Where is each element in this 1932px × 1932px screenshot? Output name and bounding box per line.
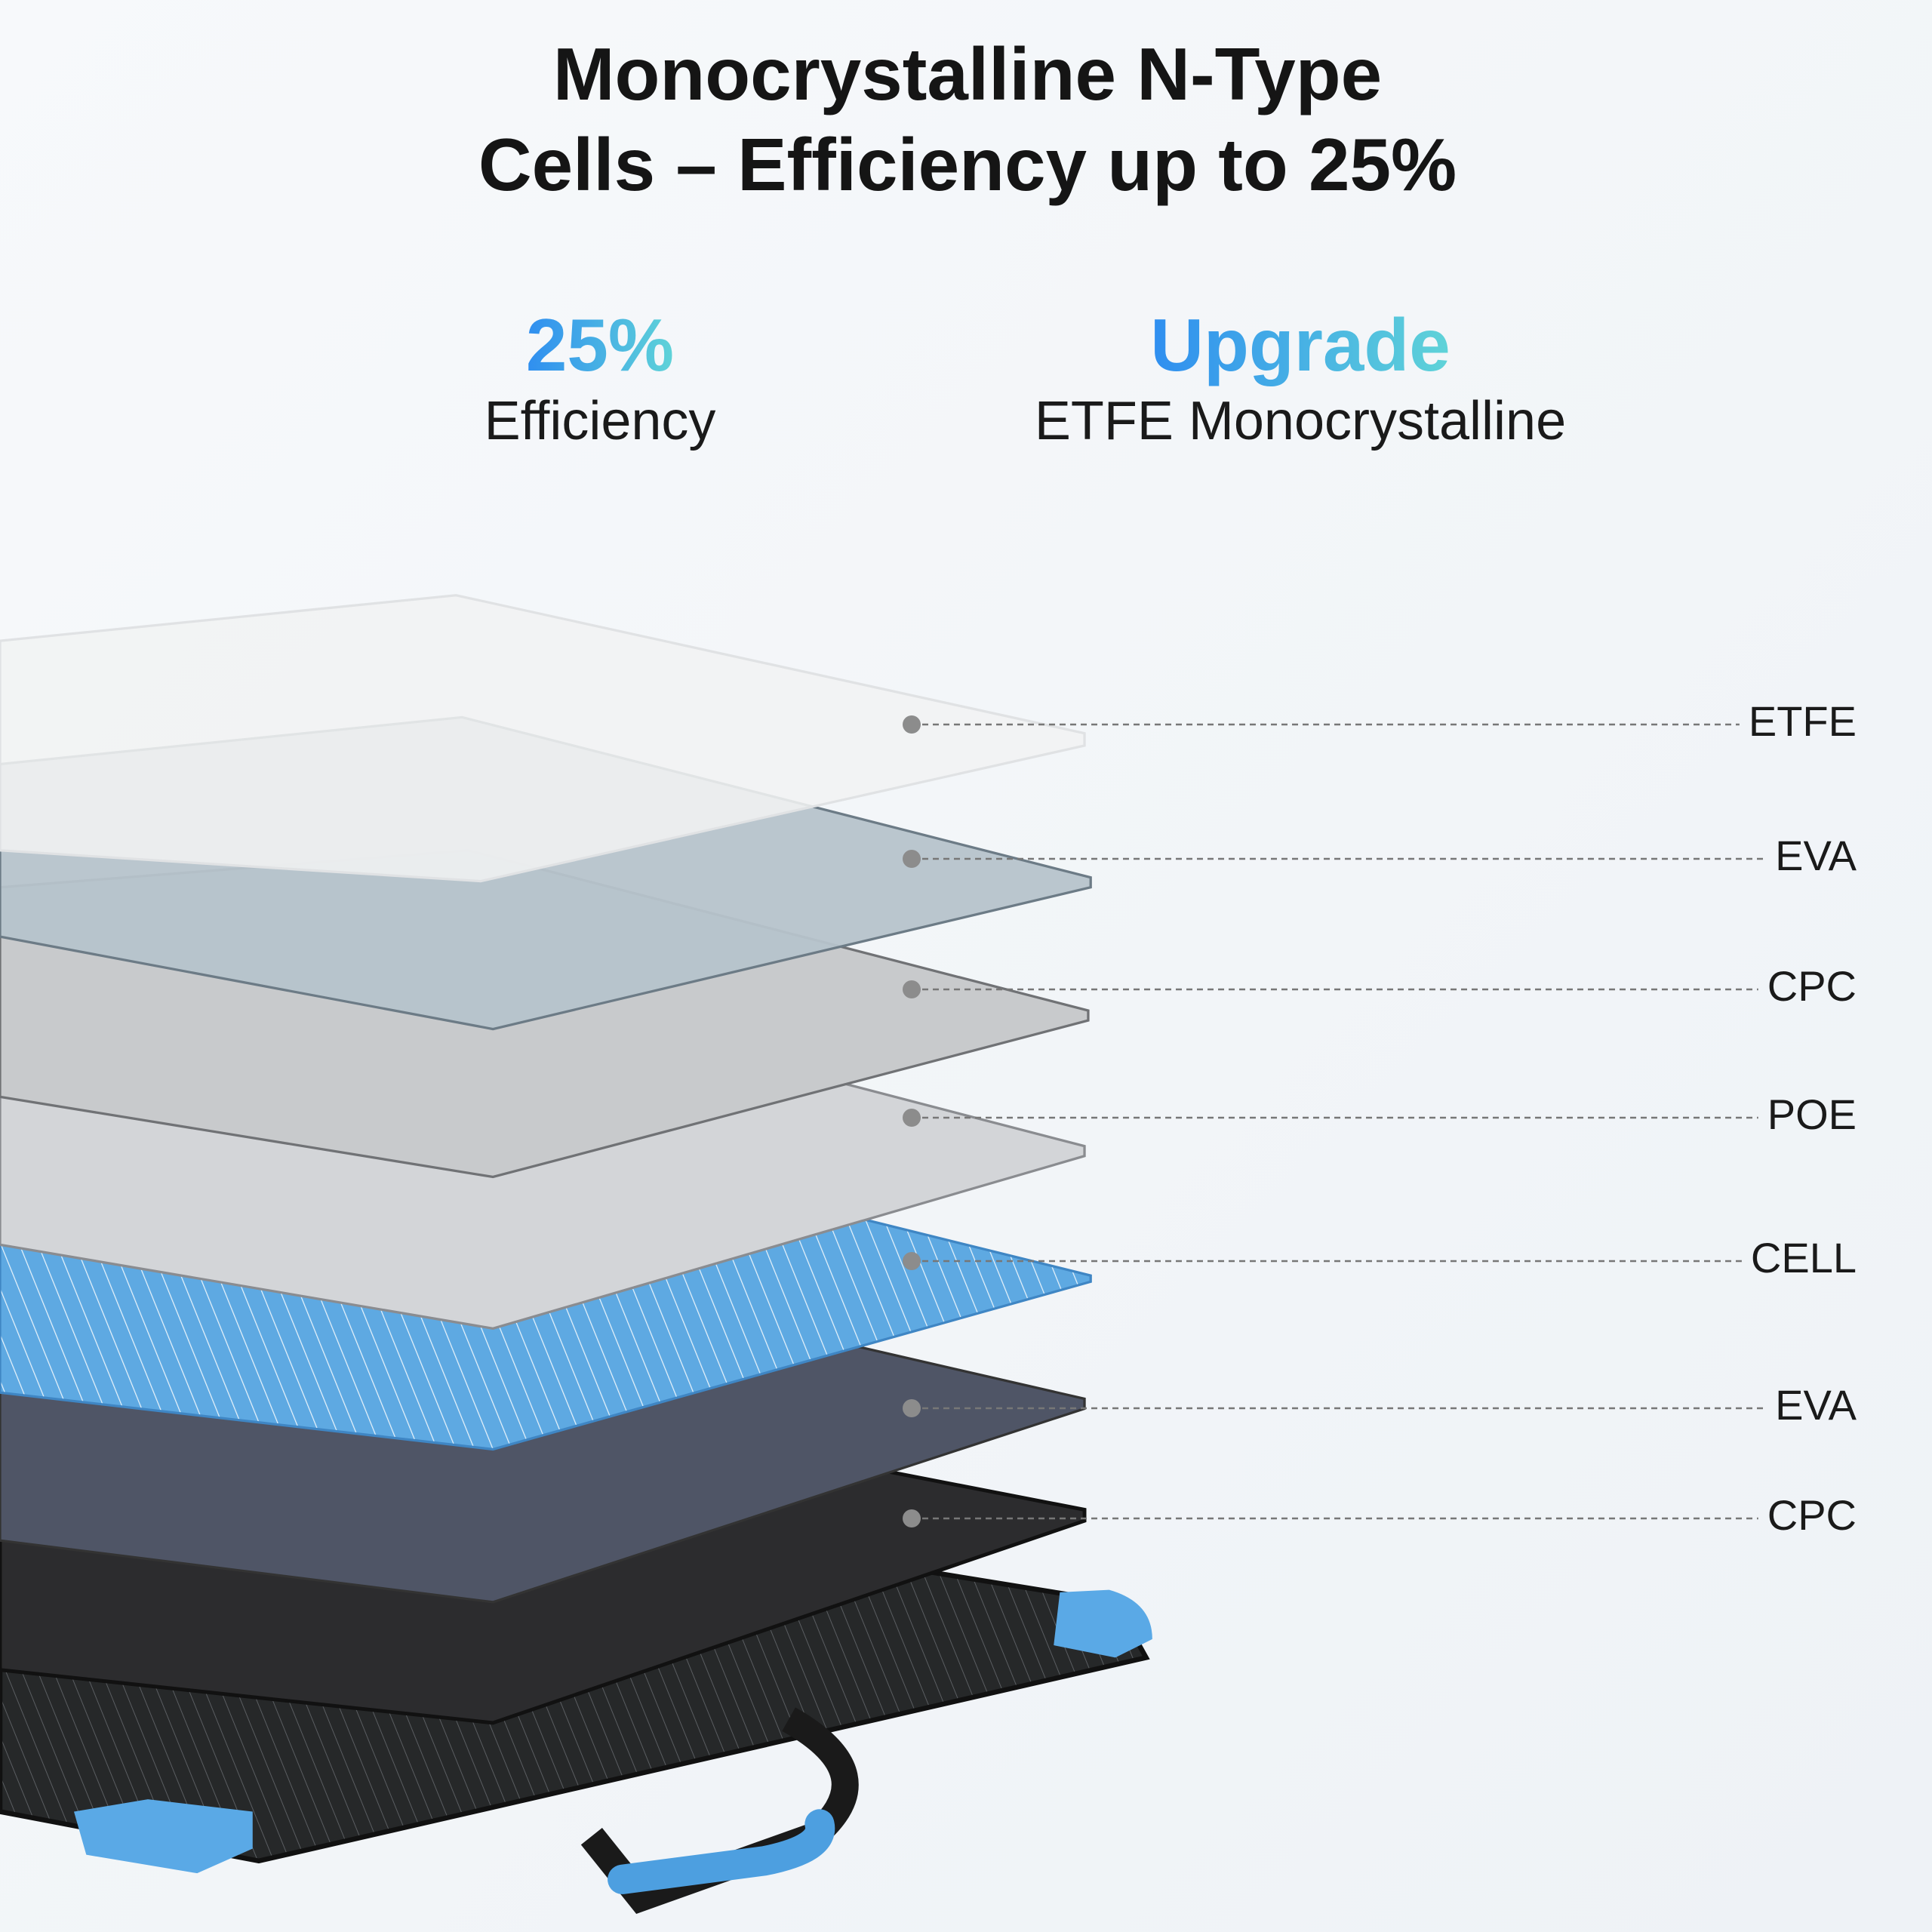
layer-label: EVA [1775, 1381, 1857, 1429]
leader-dot [903, 1399, 921, 1417]
leader-dot [903, 715, 921, 734]
layer-label: CPC [1767, 1491, 1857, 1539]
leader-dot [903, 1509, 921, 1527]
title: Cells – Efficiency up to 25% [478, 123, 1457, 206]
layer-label: ETFE [1749, 697, 1857, 745]
leader-dot [903, 1109, 921, 1127]
highlight-caption: Efficiency [485, 391, 716, 451]
handle-grip [608, 1809, 835, 1894]
layer-stack [0, 594, 1152, 1915]
leader-dot [903, 1252, 921, 1270]
layer-etfe [0, 594, 1086, 883]
panel-corner [73, 1799, 253, 1874]
title: Monocrystalline N-Type [553, 32, 1382, 115]
highlight-headline: 25% [526, 303, 674, 386]
layer-label: POE [1767, 1091, 1857, 1138]
highlight-caption: ETFE Monocrystalline [1035, 391, 1566, 451]
layer-label: EVA [1775, 832, 1857, 879]
layer-label: CELL [1751, 1234, 1857, 1281]
layer-labels: ETFE EVA CPC POE CELL EVA CPC [903, 697, 1857, 1539]
highlight-headline: Upgrade [1150, 303, 1451, 386]
leader-dot [903, 980, 921, 998]
layer-label: CPC [1767, 962, 1857, 1010]
leader-dot [903, 850, 921, 868]
panel-corner [1054, 1589, 1152, 1658]
